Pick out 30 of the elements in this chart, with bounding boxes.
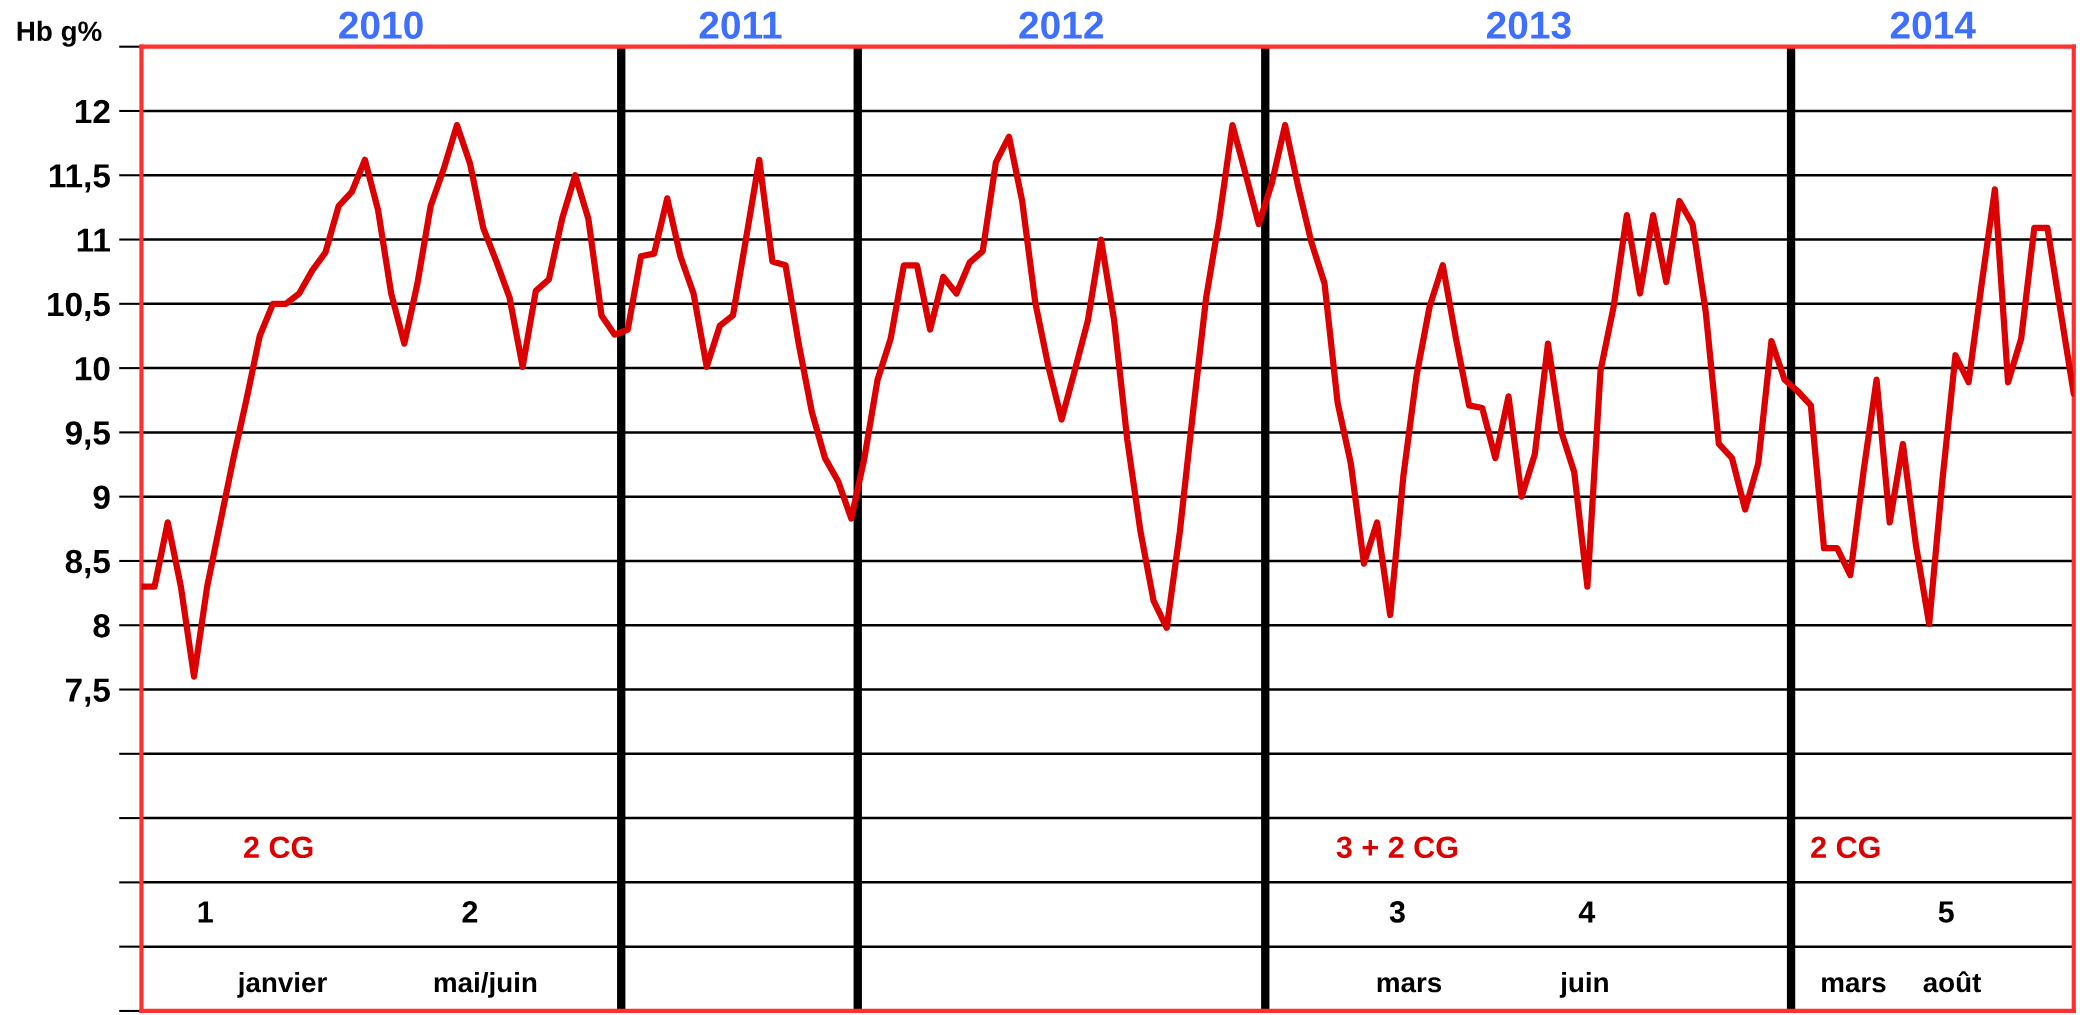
y-tick-label: 10,5 [48,292,110,322]
y-tick-label: 7,5 [65,678,110,707]
annotation: août [1923,971,1981,993]
annotation: janvier [237,971,327,998]
text: 2014 [1890,11,1976,39]
annotation: 3 [1389,901,1405,923]
text: 2012 [1019,11,1103,39]
y-tick-label: 12 [75,99,110,124]
y-tick-label: 8,5 [65,549,110,579]
text: 2011 [699,11,782,39]
y-tick-label: 10 [75,356,110,381]
annotation: 4 [1578,901,1596,923]
annotation: 1 [198,901,213,923]
annotation: 2 [462,901,478,923]
y-tick-label: 9,5 [65,421,110,450]
annotation: mars [1822,977,1886,993]
text: 2013 [1486,11,1571,40]
annotation: 2 CG [244,836,313,859]
annotation: 2 CG [1811,836,1880,859]
y-tick-label: 9 [93,485,110,510]
annotation: juin [1559,971,1608,998]
y-tick-label: 11 [77,228,110,252]
annotation: 5 [1938,901,1954,923]
y-tick-label: 8 [93,614,110,638]
y-tick-label: 11,5 [49,164,110,193]
annotation: mars [1377,977,1442,993]
y-axis-title: Hb g% [17,20,102,47]
text: 2010 [339,11,423,39]
annotation: mai/juin [434,971,537,998]
annotation: 3 + 2 CG [1336,836,1458,859]
